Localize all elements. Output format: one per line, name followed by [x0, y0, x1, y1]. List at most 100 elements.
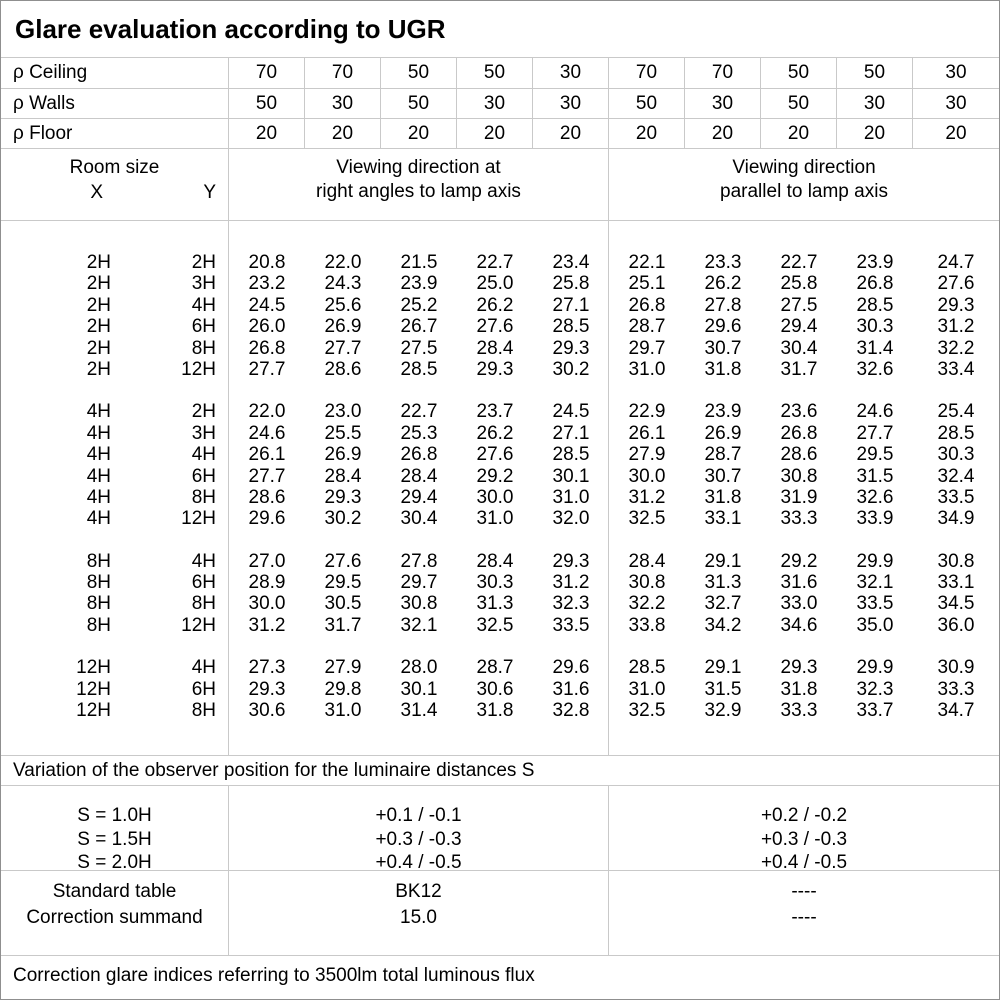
- ugr-value: 30.5: [324, 593, 362, 615]
- reflectance-value: 50: [381, 89, 457, 118]
- ugr-value: 31.2: [937, 316, 975, 338]
- reflectance-row: ρ Walls 50 30 50 30 30 50 30 50 30 30: [1, 89, 999, 119]
- summary-block-parallel: ----: [791, 881, 817, 902]
- reflectance-row: ρ Floor 20 20 20 20 20 20 20 20 20 20: [1, 119, 999, 149]
- ugr-row: 12H 8H 30.6 31.0 31.4 31.8 32.8 32.5 32.9 33.3 33.…: [1, 700, 999, 721]
- ugr-value: 28.7: [704, 444, 742, 466]
- ugr-value: 29.3: [324, 486, 362, 508]
- reflectance-value: 30: [457, 89, 533, 118]
- ugr-value: 28.9: [248, 572, 286, 594]
- room-size-x: 4H: [86, 486, 111, 508]
- ugr-value: 33.5: [856, 593, 894, 615]
- ugr-value: 23.7: [476, 401, 514, 423]
- ugr-value: 33.3: [780, 700, 818, 722]
- ugr-value: 30.4: [400, 508, 438, 530]
- ugr-value: 34.2: [704, 614, 742, 636]
- ugr-value: 31.2: [248, 614, 286, 636]
- ugr-value: 27.6: [476, 316, 514, 338]
- ugr-value: 22.1: [628, 252, 666, 273]
- ugr-value: 27.1: [552, 422, 590, 444]
- ugr-value: 30.3: [476, 572, 514, 594]
- reflectance-value: 20: [229, 119, 305, 148]
- ugr-value: 23.0: [324, 401, 362, 423]
- ugr-value: 29.6: [704, 316, 742, 338]
- room-size-y-header: Y: [203, 182, 216, 203]
- parallel-header-line2: parallel to lamp axis: [720, 181, 888, 202]
- ugr-value: 31.0: [324, 700, 362, 722]
- ugr-value: 30.6: [476, 678, 514, 700]
- ugr-value: 23.4: [552, 252, 590, 273]
- s-block-column-label: S = 1.0H S = 1.5H S = 2.0H: [1, 786, 229, 870]
- ugr-value: 31.8: [476, 700, 514, 722]
- room-size-y: 3H: [191, 273, 216, 295]
- ugr-row: 4H 8H 28.6 29.3 29.4 30.0 31.0 31.2 31.8 31.9 32.6…: [1, 487, 999, 508]
- ugr-value: 22.9: [628, 401, 666, 423]
- ugr-value: 27.9: [628, 444, 666, 466]
- ugr-data-area: 2H 2H 20.8 22.0 21.5 22.7 23.4 22.1 23.3 22.7 23.9…: [1, 221, 999, 756]
- ugr-value: 36.0: [937, 614, 975, 636]
- room-size-y: 4H: [191, 657, 216, 679]
- ugr-value: 25.1: [628, 273, 666, 295]
- room-size-y: 12H: [181, 358, 216, 380]
- ugr-value: 32.3: [552, 593, 590, 615]
- ugr-value: 31.0: [476, 508, 514, 530]
- ugr-value: 31.0: [552, 486, 590, 508]
- ugr-value: 32.1: [856, 572, 894, 594]
- direction-header: Room size X Y Viewing direction at right…: [1, 149, 999, 221]
- ugr-value: 32.5: [628, 700, 666, 722]
- spacer: [216, 180, 229, 206]
- ugr-value: 34.5: [937, 593, 975, 615]
- room-size-y: 8H: [191, 700, 216, 722]
- ugr-value: 23.9: [856, 252, 894, 273]
- s-block-right_angles: +0.4 / -0.5: [375, 852, 462, 871]
- ugr-value: 30.7: [704, 337, 742, 359]
- room-size-x: 2H: [86, 337, 111, 359]
- variation-note-row: Variation of the observer position for t…: [1, 756, 999, 786]
- ugr-block: 12H 4H 27.3 27.9 28.0 28.7 29.6 28.5 29.1 29.3 29.…: [1, 657, 999, 721]
- ugr-value: 26.9: [324, 444, 362, 466]
- reflectance-value: 70: [305, 58, 381, 88]
- ugr-value: 30.0: [628, 465, 666, 487]
- ugr-value: 32.5: [476, 614, 514, 636]
- ugr-value: 27.1: [552, 294, 590, 316]
- ugr-value: 30.0: [476, 486, 514, 508]
- summary-block-column-label: Standard table Correction summand: [1, 871, 229, 955]
- ugr-value: 33.5: [937, 486, 975, 508]
- ugr-value: 29.1: [704, 657, 742, 679]
- ugr-value: 26.8: [780, 422, 818, 444]
- ugr-value: 30.8: [400, 593, 438, 615]
- ugr-value: 34.9: [937, 508, 975, 530]
- ugr-value: 28.4: [400, 465, 438, 487]
- reflectance-header: ρ Ceiling 70 70 50 50 30 70 70 50 50 30 ρ Walls 50 30…: [1, 58, 999, 149]
- reflectance-value: 20: [945, 122, 967, 144]
- s-block-right_angles: +0.1 / -0.1: [375, 805, 462, 826]
- summary-block-label: Correction summand: [26, 907, 203, 928]
- ugr-value: 32.0: [552, 508, 590, 530]
- ugr-value: 31.5: [704, 678, 742, 700]
- ugr-value: 30.9: [937, 657, 975, 679]
- ugr-value: 26.0: [248, 316, 286, 338]
- ugr-value: 29.2: [476, 465, 514, 487]
- ugr-value: 30.4: [780, 337, 818, 359]
- ugr-value: 27.6: [324, 550, 362, 572]
- room-size-x: 4H: [86, 465, 111, 487]
- ugr-value: 28.4: [628, 550, 666, 572]
- ugr-value: 30.8: [628, 572, 666, 594]
- ugr-value: 26.8: [628, 294, 666, 316]
- room-size-x: 12H: [76, 700, 111, 722]
- reflectance-value: 50: [609, 89, 685, 118]
- ugr-value: 32.3: [856, 678, 894, 700]
- ugr-value: 32.2: [937, 337, 975, 359]
- ugr-value: 31.0: [628, 678, 666, 700]
- ugr-row: 4H 6H 27.7 28.4 28.4 29.2 30.1 30.0 30.7 30.8 31.5…: [1, 466, 999, 487]
- ugr-value: 33.1: [704, 508, 742, 530]
- ugr-value: 27.5: [400, 337, 438, 359]
- ugr-value: 32.6: [856, 358, 894, 380]
- room-size-x: 4H: [86, 508, 111, 530]
- ugr-value: 32.2: [628, 593, 666, 615]
- ugr-value: 31.6: [780, 572, 818, 594]
- reflectance-label: ρ Ceiling: [1, 58, 229, 88]
- ugr-value: 31.5: [856, 465, 894, 487]
- ugr-value: 25.4: [937, 401, 975, 423]
